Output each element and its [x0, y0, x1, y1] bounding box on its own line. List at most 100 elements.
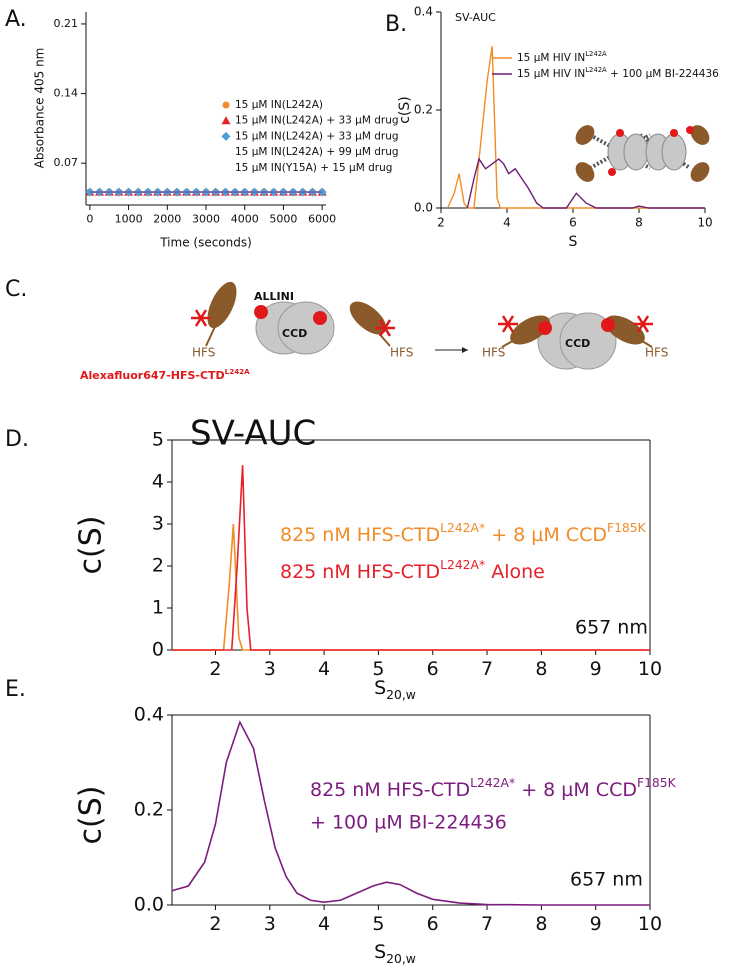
data-line: [466, 157, 705, 209]
legend-label: 825 nM HFS-CTDL242A* + 8 µM CCDF185K + 10…: [310, 776, 677, 833]
annotation: 657 nm: [575, 617, 648, 639]
y-tick-label: 0.0: [134, 894, 164, 916]
text-part: 825 nM HFS-CTD: [280, 561, 440, 583]
x-tick-label: 3: [264, 913, 276, 935]
text-part: L242A: [585, 50, 607, 58]
legend-label: 825 nM HFS-CTDL242A* + 8 µM CCDF185K: [280, 521, 647, 546]
diagram-label: CCD: [282, 327, 307, 340]
x-tick-label: 4: [318, 913, 330, 935]
chart-title: SV-AUC: [455, 11, 496, 24]
data-line: [171, 720, 650, 906]
diagram-caption: Alexafluor647-HFS-CTDL242A: [80, 367, 250, 383]
text-part: L242A: [225, 367, 250, 376]
data-line: [446, 46, 705, 209]
x-tick-label: 10: [638, 913, 662, 935]
legend-marker: [222, 101, 230, 109]
x-tick-label: 9: [590, 913, 602, 935]
text-part: + 8 µM CCD: [485, 524, 607, 546]
legend-label: 15 µM HIV INL242A: [517, 50, 607, 64]
x-tick-label: 2: [437, 216, 445, 230]
x-axis-label: S20,w: [374, 677, 416, 702]
panel-label: E.: [5, 677, 26, 702]
x-tick-label: 5: [372, 658, 384, 680]
panel-label: D.: [5, 427, 29, 452]
text-part: L242A*: [470, 776, 515, 790]
text-part: F185K: [607, 521, 647, 535]
x-tick-label: 7: [481, 913, 493, 935]
x-tick-label: 8: [535, 658, 547, 680]
x-tick-label: 9: [590, 658, 602, 680]
x-axis-label: S: [569, 234, 578, 250]
inset-illustration: [575, 125, 710, 182]
x-tick-label: 2000: [153, 213, 181, 226]
x-tick-label: 10: [697, 216, 712, 230]
diagram-label: HFS: [390, 346, 413, 360]
y-axis-label: c(S): [397, 96, 413, 124]
x-tick-label: 4: [503, 216, 511, 230]
panel-label: A.: [5, 7, 27, 32]
text-part: 825 nM HFS-CTD: [280, 524, 440, 546]
y-tick-label: 0.4: [134, 704, 164, 726]
text-part: L242A*: [440, 558, 485, 572]
data-line: [172, 465, 650, 651]
x-tick-label: 6: [427, 658, 439, 680]
diagram-label: ALLINI: [254, 290, 294, 303]
x-tick-label: 1000: [115, 213, 143, 226]
legend-marker: [221, 116, 231, 125]
text-part: S: [374, 677, 386, 699]
y-tick-label: 5: [152, 429, 164, 451]
text-part: + 8 µM CCD: [515, 779, 637, 801]
legend-label: 15 µM IN(L242A) + 33 µM drug: [235, 130, 399, 142]
x-tick-label: 2: [209, 658, 221, 680]
legend-label: 825 nM HFS-CTDL242A* Alone: [280, 558, 545, 583]
legend-marker: [221, 131, 231, 141]
text-part: 20,w: [386, 952, 416, 966]
text-part: 15 µM HIV IN: [517, 68, 585, 80]
y-tick-label: 0.2: [134, 799, 164, 821]
chart-title: SV-AUC: [190, 414, 316, 454]
text-part: L242A: [585, 66, 607, 74]
x-tick-label: 6: [569, 216, 577, 230]
x-axis-label: Time (seconds): [159, 236, 252, 250]
text-part: 20,w: [386, 688, 416, 702]
y-tick-label: 0.2: [414, 103, 433, 117]
text-part: Alone: [485, 561, 545, 583]
diagram-label: HFS: [482, 346, 505, 360]
x-tick-label: 8: [535, 913, 547, 935]
legend-label: 15 µM HIV INL242A + 100 µM BI-224436: [517, 66, 719, 80]
y-tick-label: 0.14: [54, 87, 79, 100]
y-tick-label: 2: [152, 555, 164, 577]
y-tick-label: 4: [152, 471, 164, 493]
panel-label: C.: [5, 277, 27, 302]
text-part: Alexafluor647-HFS-CTD: [80, 369, 225, 382]
x-tick-label: 2: [209, 913, 221, 935]
text-part: + 100 µM BI-224436: [607, 68, 719, 80]
y-tick-label: 0.21: [54, 17, 79, 30]
x-tick-label: 6000: [308, 213, 336, 226]
text-part: L242A*: [440, 521, 485, 535]
x-tick-label: 5: [372, 913, 384, 935]
y-tick-label: 3: [152, 513, 164, 535]
x-tick-label: 7: [481, 658, 493, 680]
y-tick-label: 0: [152, 639, 164, 661]
y-axis-label: c(S): [74, 786, 109, 845]
diagram-label: HFS: [645, 346, 668, 360]
annotation: 657 nm: [570, 869, 643, 891]
x-tick-label: 4000: [231, 213, 259, 226]
diagram-label: HFS: [192, 346, 215, 360]
x-tick-label: 4: [318, 658, 330, 680]
y-tick-label: 0.07: [54, 156, 79, 169]
x-tick-label: 5000: [269, 213, 297, 226]
y-tick-label: 0.0: [414, 201, 433, 215]
x-tick-label: 3: [264, 658, 276, 680]
text-part: S: [374, 941, 386, 963]
legend-label: 15 µM IN(L242A) + 99 µM drug: [235, 146, 399, 158]
legend-label: 15 µM IN(L242A): [235, 99, 323, 111]
text-part: 15 µM HIV IN: [517, 52, 585, 64]
x-axis-label: S20,w: [374, 941, 416, 966]
text-part: F185K: [637, 776, 677, 790]
x-tick-label: 8: [635, 216, 643, 230]
legend-label: 15 µM IN(Y15A) + 15 µM drug: [235, 162, 392, 174]
x-tick-label: 0: [86, 213, 93, 226]
